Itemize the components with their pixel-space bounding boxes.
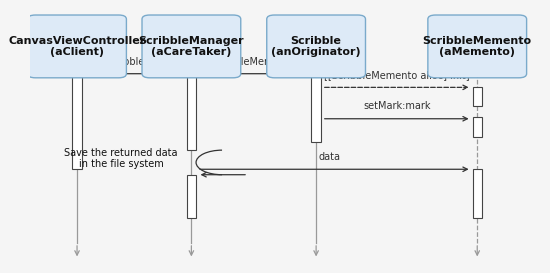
FancyBboxPatch shape xyxy=(428,15,526,78)
Text: [[ScribbleMemento alloc] init]: [[ScribbleMemento alloc] init] xyxy=(324,70,470,81)
Text: Scribble
(anOriginator): Scribble (anOriginator) xyxy=(271,35,361,57)
Text: Save the returned data
in the file system: Save the returned data in the file syste… xyxy=(64,147,178,169)
Text: CanvasViewController
(aClient): CanvasViewController (aClient) xyxy=(8,35,146,57)
Bar xyxy=(186,175,196,218)
Text: ScribbleMemento
(aMemento): ScribbleMemento (aMemento) xyxy=(422,35,532,57)
Text: scribbleMemento: scribbleMemento xyxy=(212,57,296,67)
Bar xyxy=(186,74,196,150)
Bar xyxy=(311,74,321,142)
Bar xyxy=(472,117,482,136)
FancyBboxPatch shape xyxy=(267,15,366,78)
Bar xyxy=(472,87,482,106)
Text: data: data xyxy=(318,152,340,162)
Bar xyxy=(73,74,82,169)
FancyBboxPatch shape xyxy=(142,15,241,78)
Text: ScribbleManager
(aCareTaker): ScribbleManager (aCareTaker) xyxy=(139,35,244,57)
Text: saveScribble:scribble: saveScribble:scribble xyxy=(82,57,186,67)
Bar xyxy=(472,169,482,218)
FancyBboxPatch shape xyxy=(28,15,126,78)
Text: setMark:mark: setMark:mark xyxy=(363,101,431,111)
